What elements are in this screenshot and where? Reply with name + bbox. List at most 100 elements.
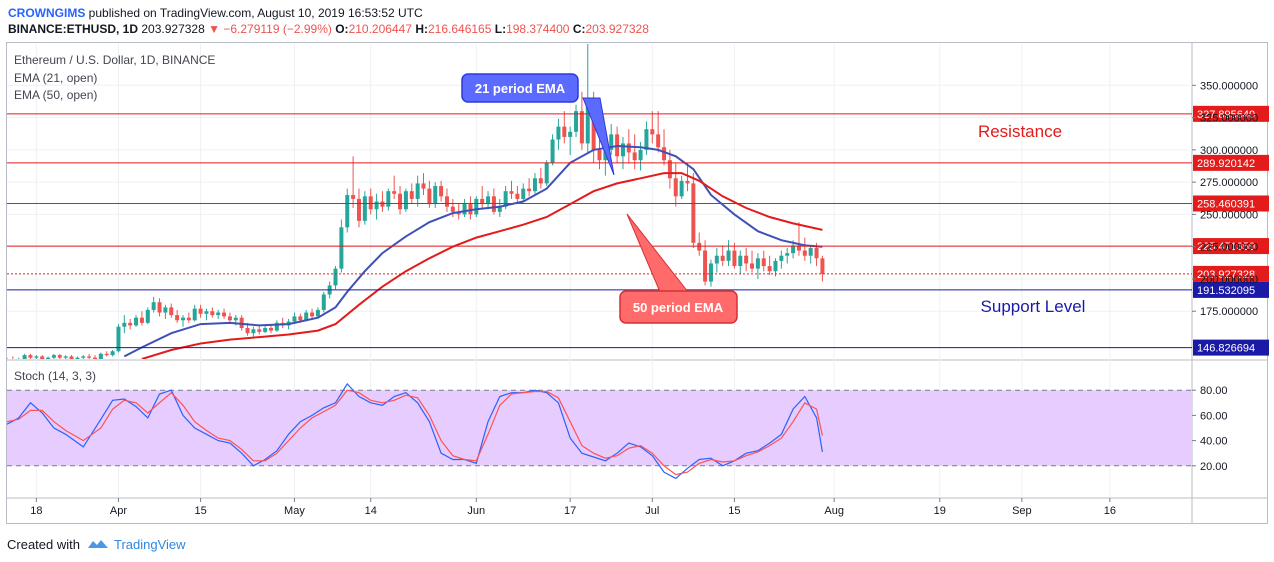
candle-down[interactable]: [210, 307, 215, 318]
candle-down[interactable]: [650, 111, 655, 144]
candle-down[interactable]: [239, 315, 244, 331]
candle-down[interactable]: [439, 180, 444, 202]
candle-down[interactable]: [491, 188, 496, 215]
candle-down[interactable]: [562, 111, 567, 144]
candle-up[interactable]: [46, 356, 51, 361]
candle-up[interactable]: [75, 356, 80, 361]
candle-up[interactable]: [808, 245, 813, 264]
candle-down[interactable]: [480, 186, 485, 208]
candle-up[interactable]: [568, 126, 573, 156]
candle-up[interactable]: [22, 353, 27, 360]
candle-up[interactable]: [345, 188, 350, 233]
candle-up[interactable]: [474, 196, 479, 217]
stoch-pane[interactable]: [7, 382, 1192, 480]
candle-up[interactable]: [521, 183, 526, 202]
candle-down[interactable]: [444, 188, 449, 212]
candle-down[interactable]: [796, 222, 801, 256]
candle-down[interactable]: [169, 303, 174, 318]
candle-up[interactable]: [151, 297, 156, 313]
candle-down[interactable]: [750, 250, 755, 273]
candle-down[interactable]: [527, 178, 532, 197]
candle-down[interactable]: [538, 167, 543, 189]
candle-up[interactable]: [708, 259, 713, 287]
candle-down[interactable]: [310, 308, 315, 319]
candle-down[interactable]: [662, 129, 667, 166]
candle-up[interactable]: [34, 355, 39, 360]
candle-up[interactable]: [550, 134, 555, 166]
candle-down[interactable]: [820, 255, 825, 282]
stoch-k-line[interactable]: [7, 382, 823, 480]
candle-up[interactable]: [415, 175, 420, 207]
candle-down[interactable]: [11, 356, 15, 361]
candle-down[interactable]: [28, 353, 33, 359]
candle-down[interactable]: [691, 173, 696, 248]
candle-down[interactable]: [227, 312, 232, 323]
candle-down[interactable]: [421, 173, 426, 196]
candle-up[interactable]: [726, 240, 731, 267]
candle-down[interactable]: [222, 308, 227, 319]
candle-down[interactable]: [720, 245, 725, 267]
candle-up[interactable]: [274, 320, 279, 332]
candle-up[interactable]: [574, 104, 579, 137]
candle-up[interactable]: [134, 315, 139, 327]
candle-up[interactable]: [785, 247, 790, 264]
candle-up[interactable]: [644, 121, 649, 156]
candle-down[interactable]: [186, 312, 191, 323]
candle-down[interactable]: [92, 355, 97, 360]
candle-down[interactable]: [380, 191, 385, 212]
candle-up[interactable]: [17, 357, 21, 363]
candle-up[interactable]: [204, 308, 209, 321]
tradingview-brand[interactable]: TradingView: [114, 537, 186, 552]
candle-down[interactable]: [697, 232, 702, 256]
ema50-line[interactable]: [141, 172, 823, 359]
candle-down[interactable]: [667, 149, 672, 189]
candle-down[interactable]: [392, 175, 397, 199]
candle-down[interactable]: [656, 111, 661, 153]
candle-down[interactable]: [368, 188, 373, 215]
candle-up[interactable]: [63, 355, 68, 360]
candle-up[interactable]: [122, 315, 127, 334]
candle-up[interactable]: [738, 250, 743, 274]
candle-down[interactable]: [280, 317, 285, 329]
candle-up[interactable]: [779, 250, 784, 269]
candle-down[interactable]: [128, 318, 133, 330]
candle-down[interactable]: [198, 304, 203, 318]
candle-down[interactable]: [257, 325, 262, 335]
candle-up[interactable]: [609, 124, 614, 156]
candle-up[interactable]: [556, 118, 561, 150]
candle-down[interactable]: [69, 355, 74, 360]
candle-down[interactable]: [744, 247, 749, 272]
candle-down[interactable]: [57, 353, 62, 359]
candle-down[interactable]: [802, 237, 807, 261]
candle-up[interactable]: [315, 307, 320, 318]
candle-down[interactable]: [515, 186, 520, 205]
candle-up[interactable]: [374, 193, 379, 220]
candle-down[interactable]: [468, 196, 473, 220]
candle-up[interactable]: [180, 315, 185, 327]
candle-up[interactable]: [263, 325, 268, 334]
candle-up[interactable]: [544, 160, 549, 187]
candle-up[interactable]: [216, 309, 221, 319]
candle-up[interactable]: [81, 355, 86, 360]
candle-up[interactable]: [116, 324, 121, 353]
candle-down[interactable]: [632, 134, 637, 170]
candle-up[interactable]: [51, 353, 56, 359]
candle-down[interactable]: [761, 250, 766, 272]
candle-up[interactable]: [163, 304, 168, 319]
candle-down[interactable]: [509, 180, 514, 199]
candle-down[interactable]: [157, 298, 162, 317]
candle-down[interactable]: [139, 311, 144, 326]
price-pane[interactable]: [5, 44, 825, 363]
stoch-d-line[interactable]: [7, 389, 823, 476]
candle-down[interactable]: [732, 242, 737, 269]
ema50-legend[interactable]: EMA (50, open): [14, 88, 98, 102]
candle-up[interactable]: [145, 307, 150, 325]
candle-up[interactable]: [251, 326, 256, 338]
candle-up[interactable]: [403, 188, 408, 212]
candle-up[interactable]: [679, 175, 684, 199]
candle-down[interactable]: [703, 240, 708, 286]
candle-up[interactable]: [486, 191, 491, 210]
candle-up[interactable]: [497, 198, 502, 217]
ema21-legend[interactable]: EMA (21, open): [14, 71, 98, 85]
